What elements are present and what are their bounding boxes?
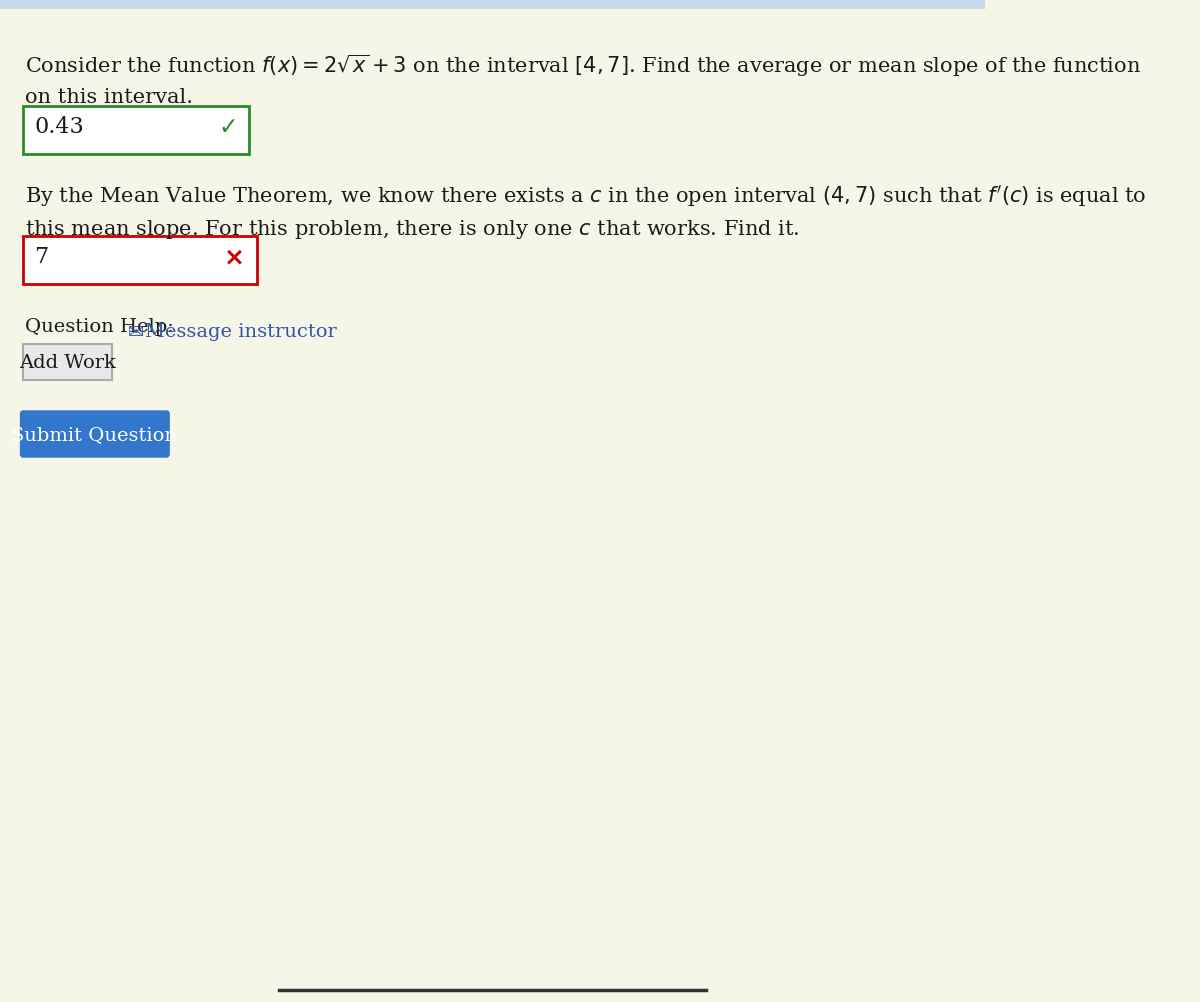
FancyBboxPatch shape xyxy=(23,345,112,381)
Text: Consider the function $f(x) = 2\sqrt{x} + 3$ on the interval $[4, 7]$. Find the : Consider the function $f(x) = 2\sqrt{x} … xyxy=(25,53,1141,79)
Text: ✉: ✉ xyxy=(127,323,144,342)
Text: 0.43: 0.43 xyxy=(35,116,84,138)
Text: Add Work: Add Work xyxy=(19,354,115,372)
Text: 7: 7 xyxy=(35,245,49,268)
FancyBboxPatch shape xyxy=(20,412,169,458)
Text: Submit Question: Submit Question xyxy=(12,426,178,444)
Text: By the Mean Value Theorem, we know there exists a $c$ in the open interval $(4, : By the Mean Value Theorem, we know there… xyxy=(25,182,1146,208)
Text: Question Help:: Question Help: xyxy=(25,318,173,336)
Text: Message instructor: Message instructor xyxy=(145,323,337,341)
FancyBboxPatch shape xyxy=(23,107,248,155)
Text: ✓: ✓ xyxy=(218,115,238,139)
FancyBboxPatch shape xyxy=(23,236,257,285)
Text: on this interval.: on this interval. xyxy=(25,88,193,107)
Text: ×: × xyxy=(223,244,245,269)
FancyBboxPatch shape xyxy=(0,0,985,10)
Text: this mean slope. For this problem, there is only one $c$ that works. Find it.: this mean slope. For this problem, there… xyxy=(25,217,799,240)
